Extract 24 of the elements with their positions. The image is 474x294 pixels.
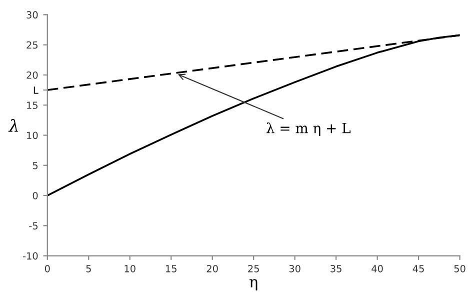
x-tick-label: 20 xyxy=(206,264,218,272)
x-tick-label: 50 xyxy=(454,264,466,272)
x-tick-label: 10 xyxy=(124,264,136,272)
y-tick-label: -10 xyxy=(22,252,38,260)
y-tick-label: -5 xyxy=(29,222,38,230)
y-tick-label: 30 xyxy=(26,11,38,19)
x-axis-title: η xyxy=(250,279,258,290)
x-tick-label: 30 xyxy=(289,264,300,272)
y-tick-label: L xyxy=(34,86,38,94)
x-tick-label: 25 xyxy=(248,264,259,272)
x-tick-label: 35 xyxy=(330,264,342,272)
annotation: λ = m η + L xyxy=(266,122,350,136)
y-axis-title: λ xyxy=(8,119,18,132)
y-tick-label: 25 xyxy=(26,41,38,49)
x-tick-label: 5 xyxy=(86,265,91,272)
y-tick-label: 10 xyxy=(27,132,38,140)
y-tick-label: 5 xyxy=(32,162,38,170)
y-tick-label: 20 xyxy=(26,71,38,79)
y-tick-label: 0 xyxy=(32,192,38,200)
x-tick-label: 15 xyxy=(166,265,176,272)
y-tick-label: 15 xyxy=(27,102,38,109)
x-tick-label: 40 xyxy=(372,264,383,272)
x-tick-label: 0 xyxy=(44,264,50,272)
x-tick-label: 45 xyxy=(412,265,424,272)
